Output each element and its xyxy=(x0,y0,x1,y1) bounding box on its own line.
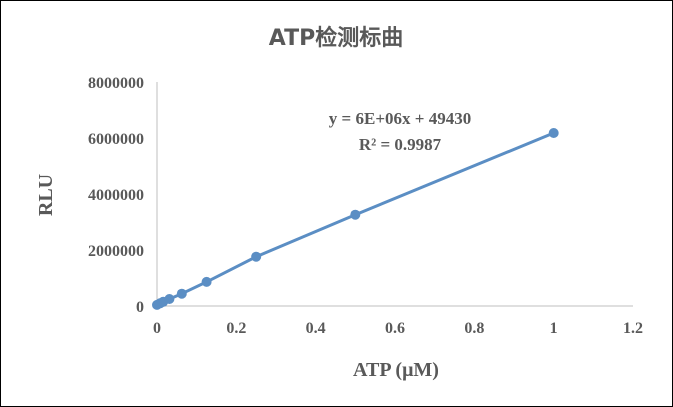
y-axis-title: RLU xyxy=(35,174,57,216)
r-squared-label: R² = 0.9987 xyxy=(359,135,442,154)
x-tick-label: 0.6 xyxy=(385,320,405,337)
y-tick-labels: 0 2000000 4000000 6000000 8000000 xyxy=(88,75,144,316)
data-point xyxy=(350,209,361,220)
data-point xyxy=(201,276,212,287)
y-tick-label: 0 xyxy=(136,299,144,316)
x-tick-label: 0.4 xyxy=(306,320,326,337)
chart-title: ATP检测标曲 xyxy=(269,25,403,51)
x-tick-label: 0 xyxy=(153,320,161,337)
data-point xyxy=(251,251,262,262)
y-tick-label: 4000000 xyxy=(88,187,144,204)
x-tick-label: 0.8 xyxy=(464,320,484,337)
series-layer xyxy=(152,128,559,310)
data-point xyxy=(548,128,559,138)
x-axis-title: ATP (μM) xyxy=(353,359,439,381)
x-tick-label: 1 xyxy=(550,320,558,337)
x-tick-labels: 0 0.2 0.4 0.6 0.8 1 1.2 xyxy=(153,320,643,337)
trendline-equation: y = 6E+06x + 49430 xyxy=(329,109,471,128)
y-tick-label: 2000000 xyxy=(88,243,144,260)
y-tick-label: 6000000 xyxy=(88,131,144,148)
x-tick-label: 0.2 xyxy=(226,320,246,337)
x-tick-label: 1.2 xyxy=(623,320,643,337)
y-tick-label: 8000000 xyxy=(88,75,144,92)
data-point xyxy=(176,288,187,299)
data-point xyxy=(164,294,175,304)
